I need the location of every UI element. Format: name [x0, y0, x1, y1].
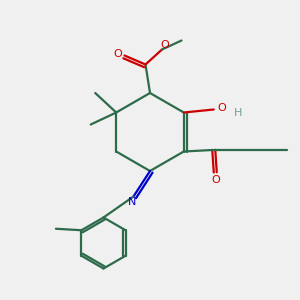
Text: O: O	[211, 175, 220, 185]
Text: H: H	[234, 107, 242, 118]
Text: O: O	[217, 103, 226, 113]
Text: N: N	[128, 197, 136, 207]
Text: O: O	[160, 40, 169, 50]
Text: O: O	[113, 49, 122, 59]
